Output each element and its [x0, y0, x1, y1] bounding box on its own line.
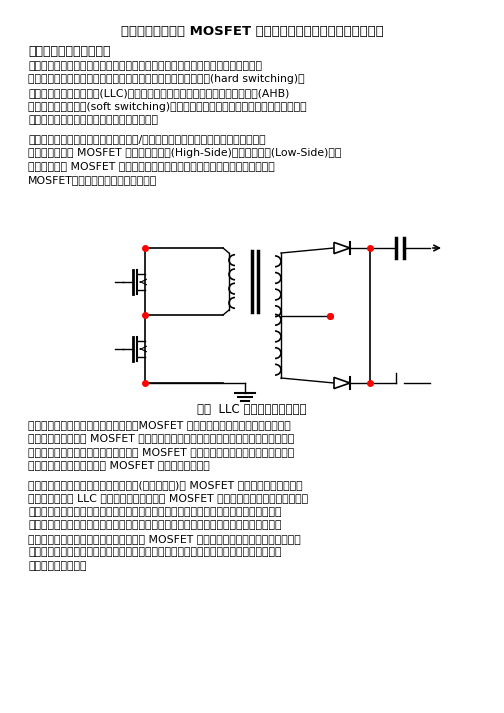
Polygon shape	[334, 242, 350, 254]
Text: 制功率開關控制功率控制功率控制功率開關控制功率開關控制功率開關控制，功率半橋頭: 制功率開關控制功率控制功率控制功率開關控制功率開關控制功率開關控制，功率半橋頭	[28, 520, 282, 530]
Text: 在如圖，所示的 LLC 半橋拓撲結搆中，高端 MOSFET 開關連接到高壓輸入匯流排（匯: 在如圖，所示的 LLC 半橋拓撲結搆中，高端 MOSFET 開關連接到高壓輸入匯…	[28, 493, 308, 503]
Text: 共識。與感應、組向、雙開關感應、雙開關組向和全橋半硬開關(hard switching)技: 共識。與感應、組向、雙開關感應、雙開關組向和全橋半硬開關(hard switch…	[28, 74, 304, 85]
Text: 兩種基本類型的 MOSFET 驅動器，即高端(High-Side)驅動器和低端(Low-Side)驅動: 兩種基本類型的 MOSFET 驅動器，即高端(High-Side)驅動器和低端(…	[28, 148, 341, 158]
Text: 圖一  LLC 半橋拓撲結搆電路圖: 圖一 LLC 半橋拓撲結搆電路圖	[197, 403, 307, 416]
Polygon shape	[334, 377, 350, 389]
Text: 所有驅動拓撲選擇都採用參考半全域封(以參考封組)的 MOSFET 閘極控制的功率開關。: 所有驅動拓撲選擇都採用參考半全域封(以參考封組)的 MOSFET 閘極控制的功率…	[28, 480, 302, 490]
Text: 流排由，在某些情況下，可能難以感測），由於驅動電路路對高端半橋整合，供電開關控: 流排由，在某些情況下，可能難以感測），由於驅動電路路對高端半橋整合，供電開關控	[28, 507, 282, 517]
Text: 端或主動驅動電路路，是不不同，往往 MOSFET 的源端始終接地，故開端電壓電壓也: 端或主動驅動電路路，是不不同，往往 MOSFET 的源端始終接地，故開端電壓電壓…	[28, 447, 294, 457]
Text: 來更複雜的功率電路，同時也能夠半高端 MOSFET 的電壓更加簡單，且在功率開關電路: 來更複雜的功率電路，同時也能夠半高端 MOSFET 的電壓更加簡單，且在功率開關…	[28, 534, 301, 544]
Text: 能夠接地參考，通常是低端 MOSFET 的電壓更加簡單。: 能夠接地參考，通常是低端 MOSFET 的電壓更加簡單。	[28, 461, 210, 471]
Text: 還需要控制驅動功率之間有另有著可能多時鐘抖動使得時鐘抖動使得時鐘抖動使得時鐘抖: 還需要控制驅動功率之間有另有著可能多時鐘抖動使得時鐘抖動使得時鐘抖動使得時鐘抖	[28, 548, 282, 558]
Text: 及移相全橋半軟開關(soft switching)技術能提供更高的效能。因此，在注重高效能的: 及移相全橋半軟開關(soft switching)技術能提供更高的效能。因此，在…	[28, 101, 306, 111]
Text: 壓平，這表示施加在 MOSFET 開關的電壓也必須進一步向上升，還要求半橋電子的高: 壓平，這表示施加在 MOSFET 開關的電壓也必須進一步向上升，還要求半橋電子的…	[28, 434, 294, 443]
Text: 在節能環保意識的影響及世界各地最新效能規範的推動下，提高效能已經成為業界: 在節能環保意識的影響及世界各地最新效能規範的推動下，提高效能已經成為業界	[28, 61, 262, 71]
Text: 術相比，雙重感加單諧音(LLC)、主動箱位感應、主動箱位組向、非對稱半橋(AHB): 術相比，雙重感加單諧音(LLC)、主動箱位感應、主動箱位組向、非對稱半橋(AHB…	[28, 88, 289, 98]
Text: 半橋拓撲結搆高端 MOSFET 驅動方案選擇：變壓器還是矽晶片？: 半橋拓撲結搆高端 MOSFET 驅動方案選擇：變壓器還是矽晶片？	[120, 25, 384, 38]
Text: 器。高端表示 MOSFET 的源極能夠在地與高壓輸入電平之間浮動，而低端表示: 器。高端表示 MOSFET 的源極能夠在地與高壓輸入電平之間浮動，而低端表示	[28, 162, 275, 172]
Text: 動抖動提供更多降。: 動抖動提供更多降。	[28, 561, 87, 571]
Text: MOSFET的源極始終接地。參見圖一。: MOSFET的源極始終接地。參見圖一。	[28, 175, 157, 185]
Text: 當高端開關從關閉狀態切換為導通時，MOSFET 源極電壓浮接電平上升至高壓輸入電: 當高端開關從關閉狀態切換為導通時，MOSFET 源極電壓浮接電平上升至高壓輸入電	[28, 420, 291, 430]
Text: 另一方面，半橋配置最適合提供高效能/高功率密度的中壓功率應用。半橋配置涉及: 另一方面，半橋配置最適合提供高效能/高功率密度的中壓功率應用。半橋配置涉及	[28, 135, 266, 145]
Text: 應用中，軟開關技術越來越受設計人員青睞。: 應用中，軟開關技術越來越受設計人員青睞。	[28, 115, 158, 125]
Text: 本文由安森美半導體提供: 本文由安森美半導體提供	[28, 45, 110, 58]
